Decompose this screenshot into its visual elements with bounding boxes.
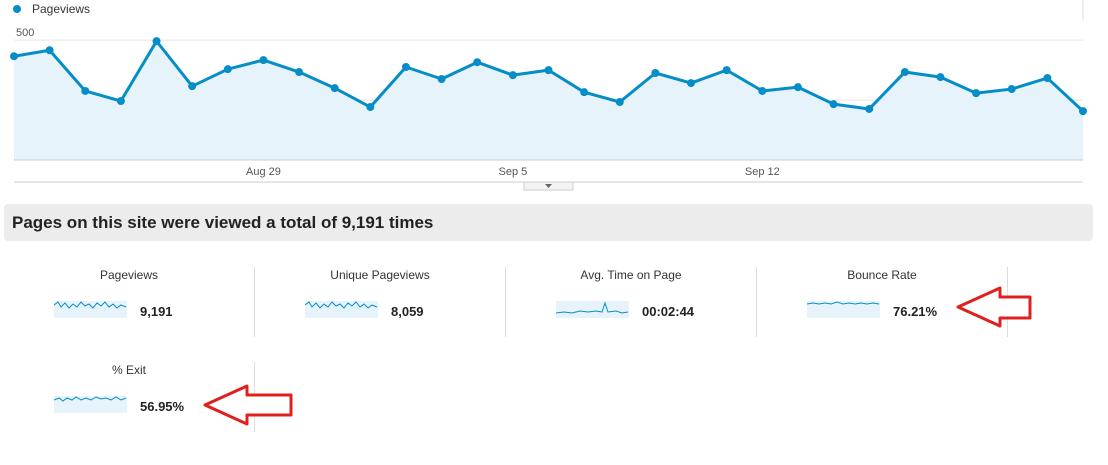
legend-label: Pageviews <box>32 2 90 16</box>
data-point <box>1043 74 1052 83</box>
sparkline <box>556 301 629 318</box>
data-point <box>223 65 232 74</box>
data-point <box>544 66 553 75</box>
metric-value: 56.95% <box>140 399 185 414</box>
metric-value: 9,191 <box>140 304 173 319</box>
data-point <box>259 56 268 65</box>
metric-label: % Exit <box>111 363 146 377</box>
data-point <box>188 82 197 91</box>
data-point <box>330 84 339 93</box>
metric-value: 8,059 <box>391 304 424 319</box>
data-point <box>793 83 802 92</box>
metric: % Exit 56.95% <box>4 362 254 432</box>
separator <box>254 267 255 337</box>
sparkline-line <box>54 301 127 309</box>
data-point <box>116 97 125 106</box>
data-point <box>401 63 410 72</box>
data-point <box>972 89 981 98</box>
metric-label: Avg. Time on Page <box>580 268 682 282</box>
data-point <box>615 98 624 107</box>
data-point <box>936 73 945 82</box>
metric-value: 76.21% <box>893 304 938 319</box>
data-point <box>508 71 517 80</box>
data-point <box>10 52 18 61</box>
metric: Bounce Rate 76.21% <box>757 267 1007 337</box>
data-point <box>900 68 909 77</box>
data-point <box>45 46 54 55</box>
data-point <box>829 100 838 109</box>
metric-label: Bounce Rate <box>847 268 917 282</box>
x-tick-label: Sep 5 <box>498 166 527 178</box>
sparkline-line <box>556 301 629 314</box>
separator <box>505 267 506 337</box>
data-point <box>758 86 767 95</box>
data-point <box>1007 85 1016 94</box>
y-tick-label: 500 <box>16 27 34 39</box>
sparkline <box>807 301 880 318</box>
sparkline-bg <box>54 396 127 413</box>
headline-text: Pages on this site were viewed a total o… <box>12 213 434 232</box>
data-point <box>1079 107 1087 116</box>
data-point <box>651 69 660 78</box>
metric-value: 00:02:44 <box>642 304 695 319</box>
x-tick-label: Aug 29 <box>246 166 281 178</box>
sparkline <box>305 301 378 318</box>
separator <box>1007 267 1008 337</box>
data-point <box>81 86 90 95</box>
data-point <box>865 104 874 113</box>
data-point <box>366 103 375 112</box>
metric: Avg. Time on Page 00:02:44 <box>506 267 756 337</box>
sparkline-line <box>54 396 127 402</box>
sparkline-bg <box>556 301 629 318</box>
data-point <box>437 74 446 83</box>
separator <box>756 267 757 337</box>
data-point <box>580 88 589 97</box>
sparkline-line <box>305 301 378 309</box>
legend-swatch <box>13 5 21 13</box>
separator <box>254 362 255 432</box>
sparkline-bg <box>807 301 880 318</box>
metric-label: Unique Pageviews <box>330 268 430 282</box>
data-point <box>152 37 161 46</box>
metric: Unique Pageviews 8,059 <box>255 267 505 337</box>
collapse-icon <box>545 184 552 188</box>
metric: Pageviews 9,191 <box>4 267 254 337</box>
data-point <box>687 79 696 88</box>
sparkline-line <box>807 301 880 305</box>
summary-headline: Pages on this site were viewed a total o… <box>4 204 1093 241</box>
sparkline <box>54 301 127 318</box>
data-point <box>295 68 304 77</box>
metric-label: Pageviews <box>99 268 159 282</box>
area <box>14 41 1083 160</box>
data-point <box>473 58 482 67</box>
x-tick-label: Sep 12 <box>745 166 780 178</box>
sparkline <box>54 396 127 413</box>
data-point <box>722 66 731 75</box>
